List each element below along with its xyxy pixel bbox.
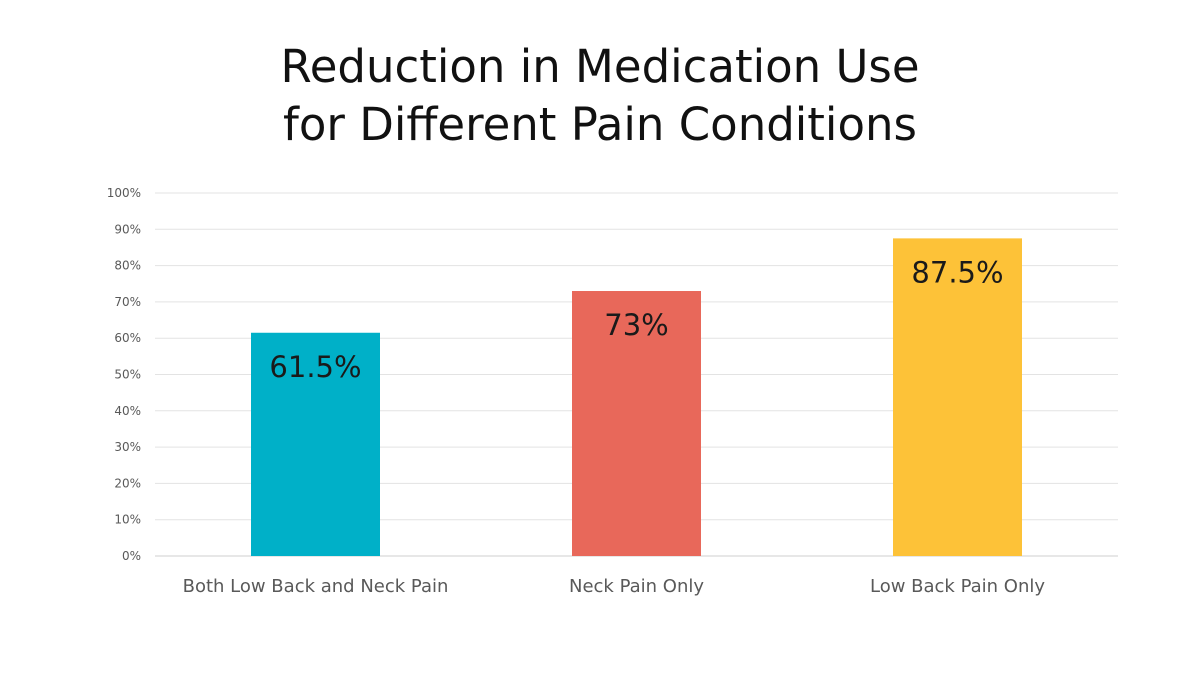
bar [893, 238, 1022, 556]
chart-title-line-2: for Different Pain Conditions [283, 98, 917, 151]
data-label: 61.5% [269, 350, 361, 384]
y-axis-ticks: 0% 10% 20% 30% 40% 50% 60% 70% 80% 90% 100% [107, 186, 141, 563]
y-tick-label: 90% [114, 222, 141, 236]
y-tick-label: 50% [114, 368, 141, 382]
bars [251, 238, 1022, 556]
chart-title-line-1: Reduction in Medication Use [280, 40, 920, 93]
x-axis-categories: Both Low Back and Neck Pain Neck Pain Onl… [183, 576, 1046, 597]
chart-title: Reduction in Medication Use for Differen… [0, 38, 1200, 154]
bar [251, 332, 380, 556]
data-label: 87.5% [911, 255, 1003, 289]
y-tick-label: 60% [114, 331, 141, 345]
y-tick-label: 0% [122, 549, 141, 563]
y-tick-label: 70% [114, 295, 141, 309]
x-tick-label: Neck Pain Only [569, 576, 704, 597]
y-tick-label: 40% [114, 404, 141, 418]
data-label: 73% [604, 308, 668, 342]
value-labels: 61.5% 73% 87.5% [269, 255, 1003, 383]
x-tick-label: Both Low Back and Neck Pain [183, 576, 449, 597]
y-tick-label: 30% [114, 440, 141, 454]
y-tick-label: 100% [107, 186, 141, 200]
y-tick-label: 20% [114, 476, 141, 490]
x-tick-label: Low Back Pain Only [870, 576, 1045, 597]
y-tick-label: 10% [114, 513, 141, 527]
y-tick-label: 80% [114, 259, 141, 273]
bar [572, 291, 701, 556]
